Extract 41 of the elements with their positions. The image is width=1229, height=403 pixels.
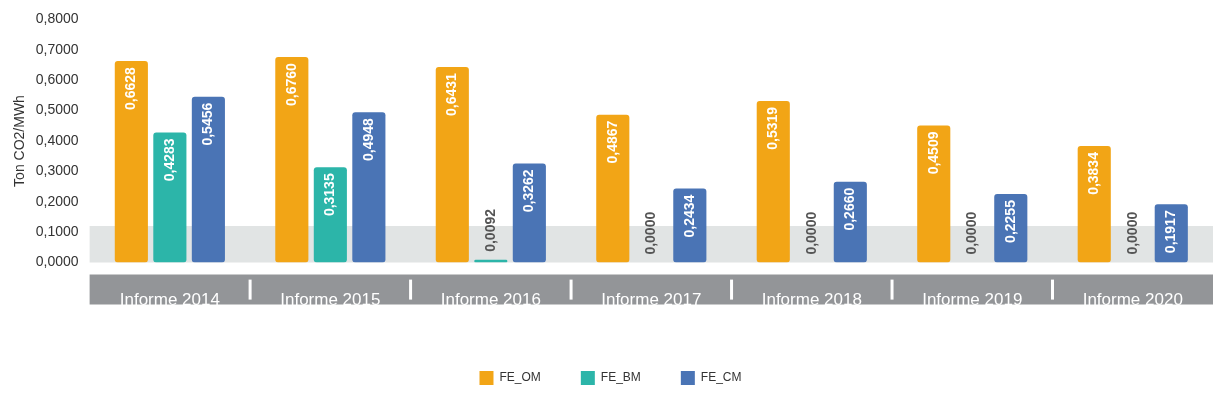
y-tick-label: 0,4000 <box>35 131 79 148</box>
data-label: 0,0000 <box>1123 211 1140 255</box>
y-tick-label: 0,7000 <box>35 40 79 57</box>
legend-label: FE_CM <box>700 370 742 385</box>
y-tick-label: 0,6000 <box>35 71 79 88</box>
x-tick-label: Informe 2019 <box>922 290 1023 310</box>
data-label: 0,0092 <box>481 208 498 252</box>
y-tick-label: 0,0000 <box>35 253 79 270</box>
data-label: 0,3262 <box>520 169 537 213</box>
data-label: 0,0000 <box>802 211 819 255</box>
data-label: 0,0000 <box>963 211 980 255</box>
y-tick-label: 0,5000 <box>35 101 79 118</box>
data-label: 0,4867 <box>603 120 620 164</box>
data-label: 0,3834 <box>1085 151 1102 195</box>
data-label: 0,2434 <box>680 194 697 238</box>
y-axis-title: Ton CO2/MWh <box>11 95 28 187</box>
data-label: 0,5456 <box>199 102 216 146</box>
legend-label: FE_BM <box>600 370 641 385</box>
y-tick-label: 0,8000 <box>35 10 79 27</box>
data-label: 0,6628 <box>122 66 139 110</box>
x-tick-label: Informe 2015 <box>280 290 381 310</box>
x-tick-label: Informe 2016 <box>440 290 541 310</box>
data-label: 0,3135 <box>321 173 338 217</box>
data-label: 0,4948 <box>359 117 376 162</box>
data-label: 0,6431 <box>443 72 460 116</box>
data-label: 0,4283 <box>160 138 177 182</box>
x-tick-label: Informe 2020 <box>1082 290 1183 310</box>
x-tick-label: Informe 2014 <box>119 290 220 310</box>
data-label: 0,4509 <box>924 131 941 175</box>
data-label: 0,0000 <box>642 211 659 255</box>
y-tick-label: 0,2000 <box>35 192 79 209</box>
y-tick-label: 0,1000 <box>35 223 79 240</box>
legend-label: FE_OM <box>499 370 541 385</box>
data-label: 0,2255 <box>1001 199 1018 243</box>
data-label: 0,2660 <box>841 187 858 231</box>
data-label: 0,5319 <box>764 106 781 150</box>
data-label: 0,6760 <box>282 62 299 106</box>
x-tick-label: Informe 2018 <box>761 290 862 310</box>
y-tick-label: 0,3000 <box>35 162 79 179</box>
x-tick-label: Informe 2017 <box>601 290 702 310</box>
data-label: 0,1917 <box>1162 210 1179 254</box>
